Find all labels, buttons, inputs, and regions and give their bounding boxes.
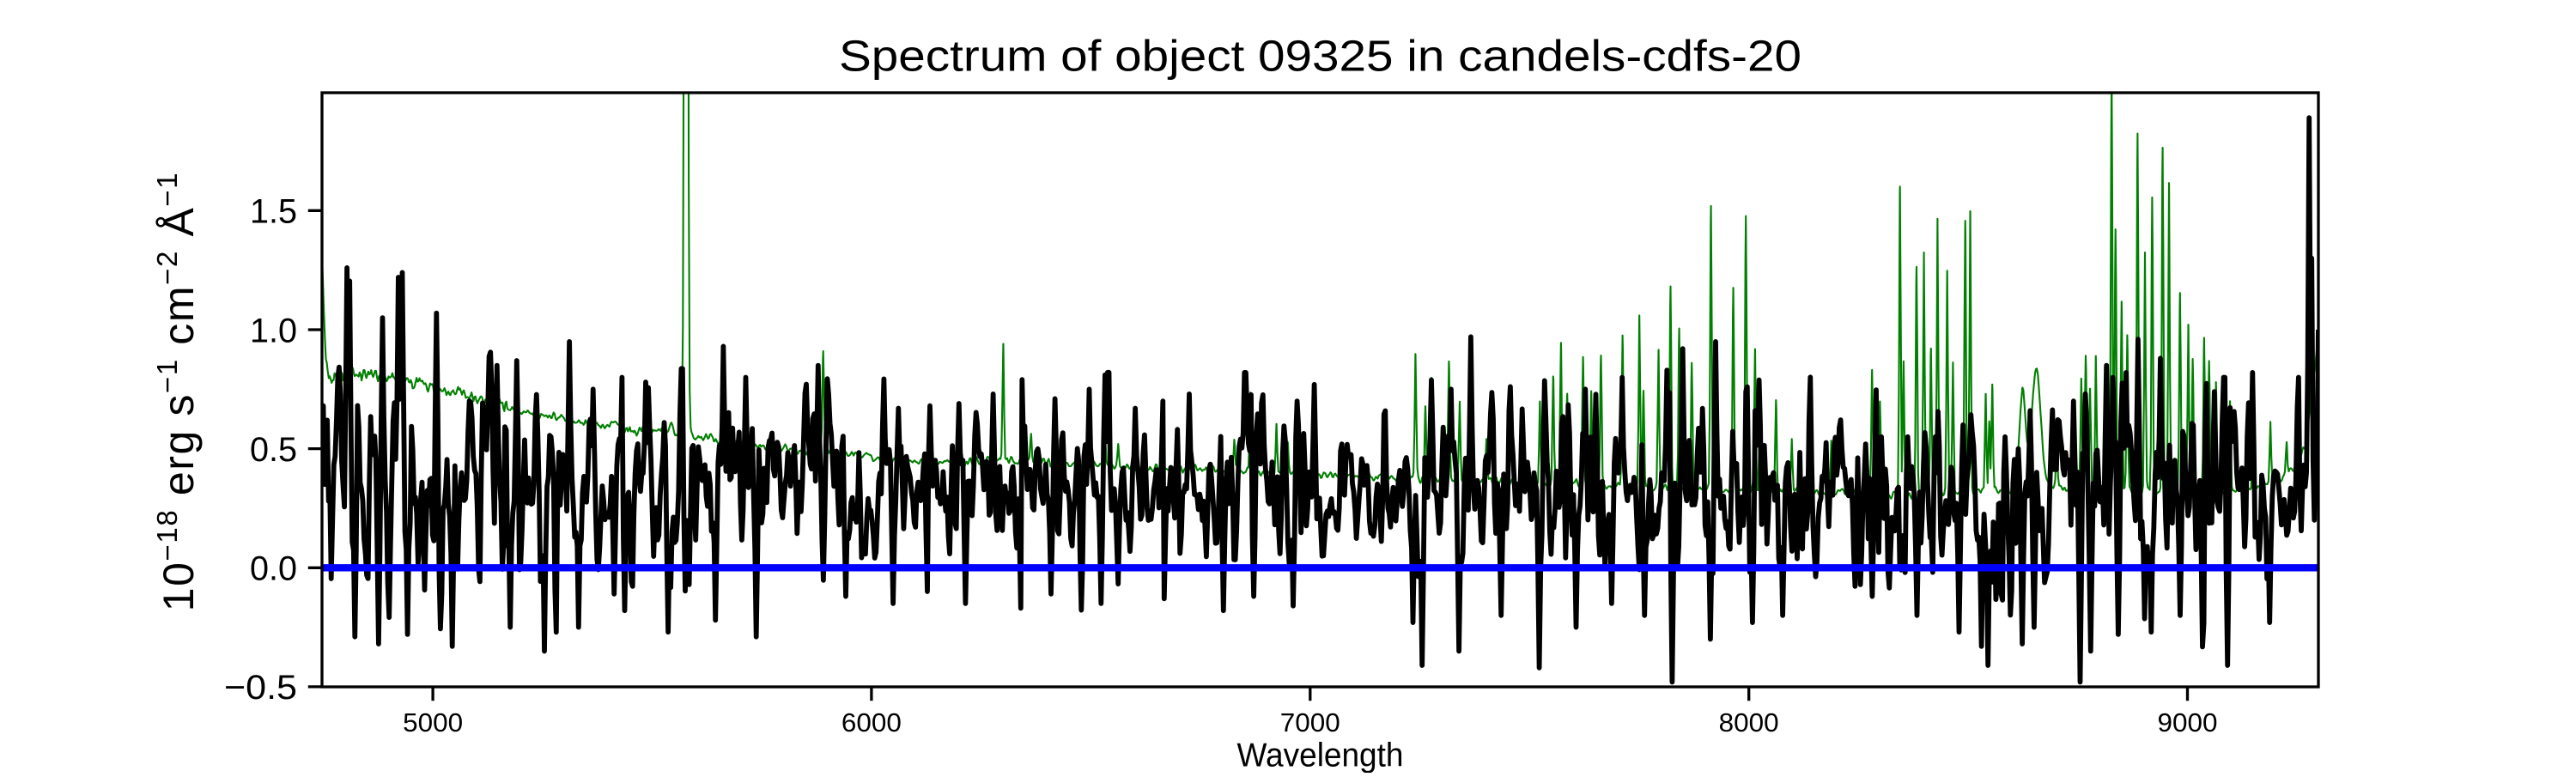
svg-text:6000: 6000 — [841, 708, 902, 738]
svg-text:Wavelength: Wavelength — [1237, 738, 1404, 774]
svg-text:−0.5: −0.5 — [224, 669, 297, 707]
svg-text:Spectrum of object 09325 in ca: Spectrum of object 09325 in candels-cdfs… — [839, 32, 1801, 81]
svg-text:7000: 7000 — [1280, 708, 1340, 738]
svg-text:0.5: 0.5 — [250, 431, 297, 469]
svg-text:1.0: 1.0 — [250, 312, 297, 349]
svg-text:5000: 5000 — [403, 708, 463, 738]
svg-text:1.5: 1.5 — [250, 193, 297, 231]
svg-text:9000: 9000 — [2158, 708, 2218, 738]
svg-text:8000: 8000 — [1719, 708, 1779, 738]
svg-text:0.0: 0.0 — [250, 550, 297, 588]
